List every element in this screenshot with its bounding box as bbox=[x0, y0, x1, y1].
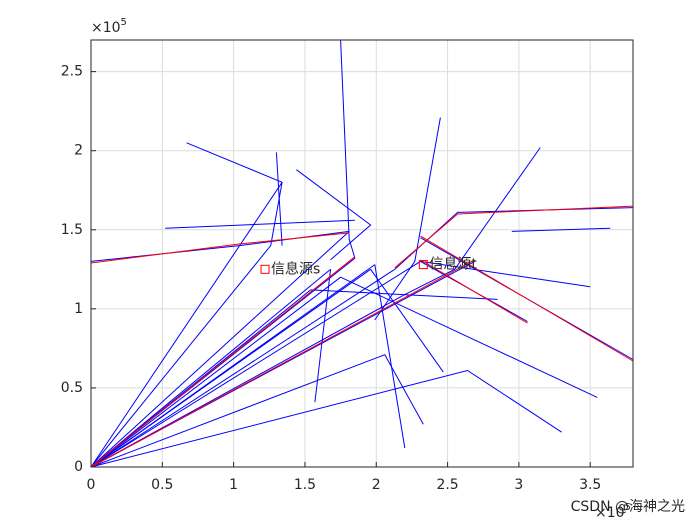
series-line bbox=[90, 232, 350, 264]
annotation-text: 信息源t bbox=[429, 256, 477, 273]
y-tick-label: 2 bbox=[74, 143, 83, 159]
y-exponent-power: 5 bbox=[121, 17, 127, 28]
x-tick-label: 3 bbox=[514, 477, 523, 493]
y-exponent-base: ×10 bbox=[91, 20, 121, 36]
series-line bbox=[511, 227, 611, 232]
watermark: CSDN @海神之光 bbox=[571, 499, 685, 515]
series-line bbox=[275, 152, 283, 246]
x-tick-label: 1.5 bbox=[294, 477, 316, 493]
series-line bbox=[340, 276, 598, 398]
series-line bbox=[90, 268, 396, 468]
x-tick-label: 3.5 bbox=[579, 477, 601, 493]
series-line bbox=[374, 117, 441, 321]
x-tick-label: 0 bbox=[87, 477, 96, 493]
y-tick-label: 0.5 bbox=[61, 380, 83, 396]
series-line bbox=[90, 245, 272, 468]
series-line bbox=[370, 269, 444, 373]
x-tick-label: 2.5 bbox=[436, 477, 458, 493]
series-line bbox=[90, 231, 350, 468]
series-line bbox=[296, 169, 372, 261]
y-tick-label: 1.5 bbox=[61, 222, 83, 238]
annotation-marker bbox=[418, 260, 428, 270]
series-line bbox=[90, 264, 376, 468]
annotation-marker bbox=[260, 264, 270, 274]
series-line bbox=[90, 276, 341, 468]
annotation-text: 信息源s bbox=[271, 260, 320, 277]
x-tick-label: 0.5 bbox=[151, 477, 173, 493]
x-tick-label: 2 bbox=[372, 477, 381, 493]
series-line bbox=[90, 256, 356, 468]
series-line bbox=[420, 260, 591, 288]
x-exponent-base: ×10 bbox=[595, 505, 625, 521]
series-line bbox=[420, 235, 634, 362]
y-exponent: ×105 bbox=[91, 17, 127, 36]
series-line bbox=[90, 369, 562, 468]
series-line bbox=[90, 182, 283, 468]
series-line bbox=[90, 268, 331, 468]
axes-box bbox=[90, 39, 634, 468]
series-line bbox=[340, 39, 356, 259]
series-line bbox=[374, 264, 406, 449]
series-line bbox=[90, 259, 475, 468]
series-line bbox=[420, 259, 528, 324]
y-tick-label: 0 bbox=[74, 459, 83, 475]
y-tick-label: 1 bbox=[74, 301, 83, 317]
series-line bbox=[90, 354, 424, 468]
x-tick-label: 1 bbox=[229, 477, 238, 493]
series-line bbox=[165, 219, 355, 229]
series-line bbox=[394, 205, 634, 269]
x-exponent: ×105 bbox=[595, 502, 631, 521]
series-line bbox=[90, 260, 421, 468]
series-line bbox=[404, 147, 541, 296]
y-tick-label: 2.5 bbox=[61, 64, 83, 80]
x-exponent-power: 5 bbox=[625, 502, 631, 513]
